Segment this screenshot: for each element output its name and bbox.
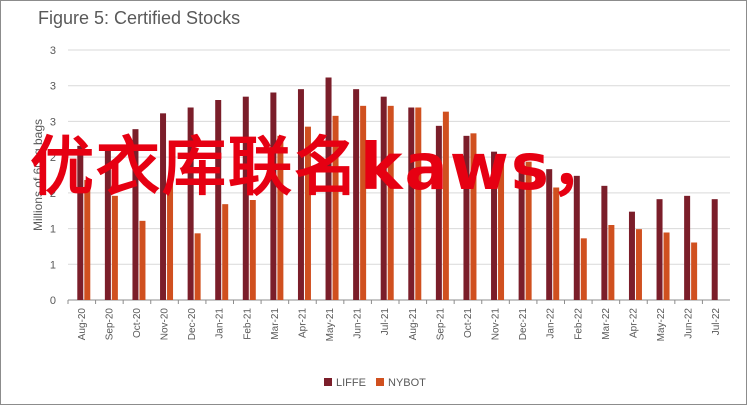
x-tick-label: May-21 bbox=[325, 308, 336, 342]
bar-nybot bbox=[277, 135, 284, 300]
x-tick-label: Dec-21 bbox=[518, 308, 529, 341]
bar-liffe bbox=[104, 145, 111, 300]
y-tick-label: 1 bbox=[50, 224, 56, 236]
x-tick-label: Jan-21 bbox=[215, 308, 226, 339]
bar-liffe bbox=[435, 125, 442, 300]
bar-liffe bbox=[297, 89, 304, 301]
x-tick-label: Mar-22 bbox=[601, 308, 612, 340]
bar-liffe bbox=[242, 96, 249, 301]
x-tick-label: Feb-22 bbox=[573, 308, 584, 340]
x-tick-label: Jul-21 bbox=[380, 308, 391, 336]
x-tick-label: Aug-20 bbox=[77, 308, 88, 341]
bar-nybot bbox=[360, 105, 367, 300]
bar-nybot bbox=[663, 232, 670, 300]
y-tick-label: 3 bbox=[50, 116, 56, 128]
x-tick-label: Sep-20 bbox=[104, 308, 115, 341]
y-tick-label: 3 bbox=[50, 45, 56, 57]
bar-liffe bbox=[601, 185, 608, 300]
bar-liffe bbox=[408, 107, 415, 300]
bar-liffe bbox=[518, 161, 525, 300]
x-tick-label: Dec-20 bbox=[187, 308, 198, 341]
legend-label-nybot: NYBOT bbox=[388, 377, 426, 389]
x-tick-label: Apr-21 bbox=[297, 308, 308, 338]
bar-liffe bbox=[684, 195, 691, 300]
bar-nybot bbox=[387, 105, 394, 300]
y-tick-label: 2 bbox=[50, 188, 56, 200]
bar-nybot bbox=[222, 204, 229, 300]
bar-liffe bbox=[491, 151, 498, 300]
bar-liffe bbox=[380, 96, 387, 301]
bar-liffe bbox=[270, 92, 277, 300]
bar-liffe bbox=[711, 199, 718, 300]
bar-liffe bbox=[656, 199, 663, 300]
bar-nybot bbox=[580, 238, 587, 300]
bar-nybot bbox=[249, 200, 256, 300]
bar-nybot bbox=[139, 220, 146, 300]
chart-title: Figure 5: Certified Stocks bbox=[38, 8, 241, 28]
bar-liffe bbox=[353, 89, 360, 301]
x-tick-label: Jul-22 bbox=[711, 308, 722, 336]
x-tick-label: Nov-20 bbox=[160, 308, 171, 341]
bar-liffe bbox=[546, 169, 553, 300]
bar-liffe bbox=[463, 135, 470, 300]
x-tick-label: May-22 bbox=[656, 308, 667, 342]
x-tick-label: Jan-22 bbox=[546, 308, 557, 339]
x-tick-label: Feb-21 bbox=[242, 308, 253, 340]
bar-nybot bbox=[498, 158, 505, 300]
bar-liffe bbox=[628, 211, 635, 300]
x-tick-label: Jun-21 bbox=[353, 308, 364, 339]
bar-nybot bbox=[332, 115, 339, 300]
bar-liffe bbox=[325, 77, 332, 300]
bar-nybot bbox=[167, 183, 174, 300]
bar-liffe bbox=[573, 175, 580, 300]
x-tick-label: Oct-20 bbox=[132, 308, 143, 338]
x-tick-label: Oct-21 bbox=[463, 308, 474, 338]
x-tick-label: Nov-21 bbox=[491, 308, 502, 341]
bar-liffe bbox=[132, 129, 139, 300]
watermark-overlay-text: 优衣库联名kaws， bbox=[30, 131, 617, 205]
y-tick-label: 0 bbox=[50, 295, 56, 307]
bar-nybot bbox=[691, 242, 698, 300]
bar-nybot bbox=[442, 111, 449, 301]
y-tick-label: 3 bbox=[50, 81, 56, 93]
bar-nybot bbox=[608, 225, 615, 300]
bar-nybot bbox=[194, 233, 201, 300]
bar-nybot bbox=[635, 229, 642, 300]
bar-liffe bbox=[77, 145, 84, 300]
y-tick-label: 2 bbox=[50, 152, 56, 164]
legend-swatch-nybot bbox=[376, 378, 384, 386]
bar-liffe bbox=[187, 107, 194, 300]
x-tick-label: Apr-22 bbox=[628, 308, 639, 338]
x-tick-label: Aug-21 bbox=[408, 308, 419, 341]
bar-nybot bbox=[525, 161, 532, 300]
legend-swatch-liffe bbox=[324, 378, 332, 386]
bar-nybot bbox=[553, 187, 560, 300]
bar-nybot bbox=[415, 107, 422, 300]
bar-liffe bbox=[160, 113, 167, 300]
x-tick-label: Mar-21 bbox=[270, 308, 281, 340]
x-tick-label: Jun-22 bbox=[684, 308, 695, 339]
bar-liffe bbox=[215, 100, 222, 300]
x-tick-label: Sep-21 bbox=[435, 308, 446, 341]
bar-nybot bbox=[84, 180, 91, 300]
y-tick-label: 1 bbox=[50, 259, 56, 271]
y-axis-label: Millions of 60kg bags bbox=[31, 119, 45, 231]
legend-label-liffe: LIFFE bbox=[336, 377, 366, 389]
bar-nybot bbox=[304, 126, 311, 301]
bar-nybot bbox=[470, 133, 477, 300]
bar-nybot bbox=[111, 195, 118, 300]
